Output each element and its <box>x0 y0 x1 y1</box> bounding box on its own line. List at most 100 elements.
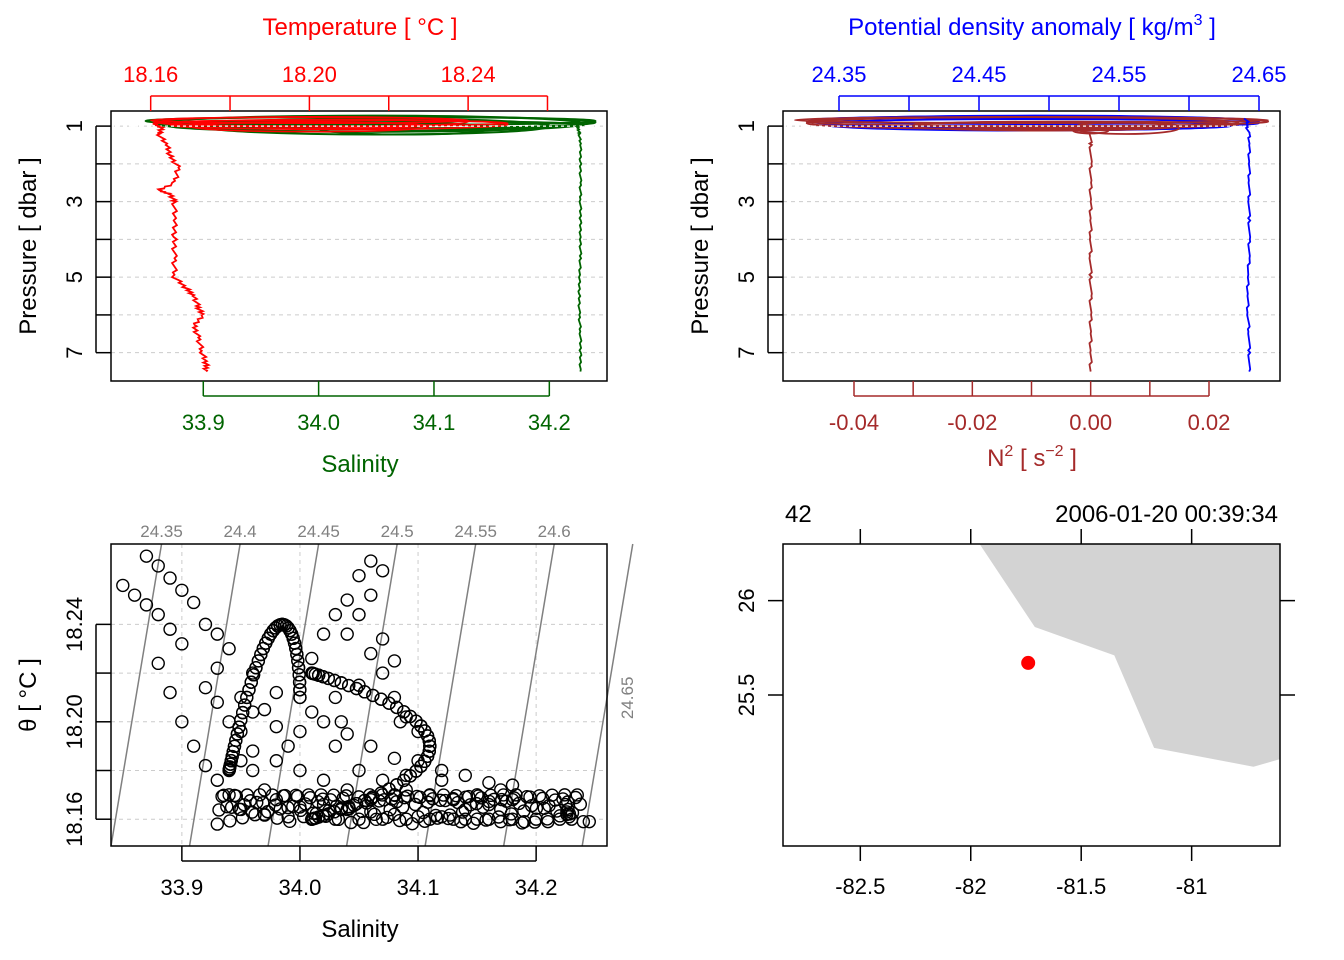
longitude-tick-label: -82.5 <box>835 874 885 899</box>
temperature-axis-title: Temperature [ °C ] <box>263 14 458 41</box>
ts-point <box>458 768 472 783</box>
ts-point <box>364 646 378 661</box>
ts-diagram-points <box>116 549 596 831</box>
ts-point <box>405 816 419 831</box>
ts-point <box>210 661 224 675</box>
ts-point <box>364 739 378 753</box>
density-tick-label: 24.55 <box>1091 62 1146 87</box>
ts-profile-frame <box>110 110 608 382</box>
longitude-tick-label: -81 <box>1176 874 1208 899</box>
ts-point <box>466 816 481 830</box>
ts-point <box>570 788 584 802</box>
ts-point <box>542 798 556 813</box>
ts-point <box>434 773 449 787</box>
ts-point <box>334 715 348 729</box>
n2-tick-label: -0.02 <box>947 410 997 435</box>
ts-point <box>210 695 224 710</box>
ts-point <box>246 744 260 758</box>
ts-point <box>212 803 226 817</box>
ts-profile-series <box>111 114 607 373</box>
ts-point <box>375 773 390 787</box>
ts-point <box>273 802 287 816</box>
ts-point <box>229 733 243 748</box>
ts-point <box>425 792 440 806</box>
ts-point <box>582 814 596 829</box>
ts-point <box>222 642 236 656</box>
ts-point <box>349 797 364 811</box>
ts-point <box>328 607 343 622</box>
salinity-tick-label: 33.9 <box>160 875 203 900</box>
isopycnal-line <box>424 543 477 847</box>
ts-point <box>341 678 356 693</box>
ts-point <box>422 788 437 803</box>
ts-point <box>349 681 364 696</box>
ts-point <box>408 797 423 812</box>
isopycnal-label: 24.65 <box>618 677 637 720</box>
station-id-label: 42 <box>785 501 812 528</box>
theta-tick-label: 18.24 <box>62 597 87 652</box>
ts-point <box>356 815 371 830</box>
ts-point <box>366 688 380 703</box>
ts-point <box>303 790 317 805</box>
density-tick-label: 24.65 <box>1231 62 1286 87</box>
pressure-axis-title-2: Pressure [ dbar ] <box>687 157 714 334</box>
ts-point <box>151 559 165 573</box>
ts-diagram-frame <box>110 543 608 847</box>
isopycnal-label: 24.4 <box>224 522 257 541</box>
ts-point <box>364 588 378 602</box>
ts-point <box>240 690 254 705</box>
ts-point <box>305 651 319 666</box>
ts-point <box>474 791 489 805</box>
ts-point <box>463 798 478 812</box>
ts-point <box>328 739 343 753</box>
n2-loop <box>1072 126 1110 135</box>
n2-tick-label: 0.02 <box>1188 410 1231 435</box>
pressure-tick-label: 5 <box>62 271 87 283</box>
ts-point <box>116 578 130 593</box>
salinity-tick-label: 34.2 <box>515 875 558 900</box>
ts-point <box>151 607 165 622</box>
ts-point <box>186 595 201 610</box>
latitude-tick-label: 26 <box>734 588 759 612</box>
theta-tick-label: 18.16 <box>62 792 87 847</box>
ts-point <box>382 782 396 796</box>
longitude-tick-label: -82 <box>955 874 987 899</box>
pressure-tick-label: 1 <box>734 120 759 132</box>
ts-point <box>234 713 248 727</box>
salinity-tick-label: 34.1 <box>413 410 456 435</box>
ts-point <box>352 763 366 778</box>
isopycnal-line <box>267 543 320 847</box>
ts-point <box>357 685 372 699</box>
ts-point <box>269 754 284 768</box>
ts-point <box>528 815 542 829</box>
isopycnal-label: 24.6 <box>538 522 571 541</box>
ts-diagram-panel: 24.35 24.4 24.45 24.5 24.55 24.6 24.65 33.9 34.… <box>15 522 637 943</box>
salinity-tick-label: 34.0 <box>297 410 340 435</box>
temperature-tick-label: 18.20 <box>282 62 337 87</box>
ts-point <box>389 795 404 809</box>
isopycnal-label: 24.5 <box>381 522 414 541</box>
ts-point <box>423 739 437 753</box>
ts-point <box>316 773 331 787</box>
ts-point <box>443 808 457 822</box>
n2-loop <box>1072 121 1181 135</box>
ts-point <box>269 685 284 700</box>
ts-point <box>352 607 366 622</box>
ts-point <box>316 715 331 729</box>
ts-point <box>409 764 423 778</box>
ts-point <box>163 571 177 585</box>
ts-point <box>293 690 307 705</box>
ts-point <box>375 666 390 680</box>
pressure-axis: 1 3 5 7 <box>62 120 111 359</box>
temperature-loop <box>169 118 509 131</box>
n2-tick-label: -0.04 <box>829 410 879 435</box>
ts-diagram-ylabel: θ [ °C ] <box>15 658 42 732</box>
ts-point <box>352 568 366 583</box>
ts-point <box>389 778 404 792</box>
density-profile-series <box>783 114 1280 372</box>
isopycnal-label: 24.55 <box>454 522 497 541</box>
ts-point <box>529 801 544 815</box>
ts-point <box>257 808 272 822</box>
ts-point <box>504 807 518 821</box>
pressure-axis-2: 1 3 5 7 <box>734 120 783 359</box>
